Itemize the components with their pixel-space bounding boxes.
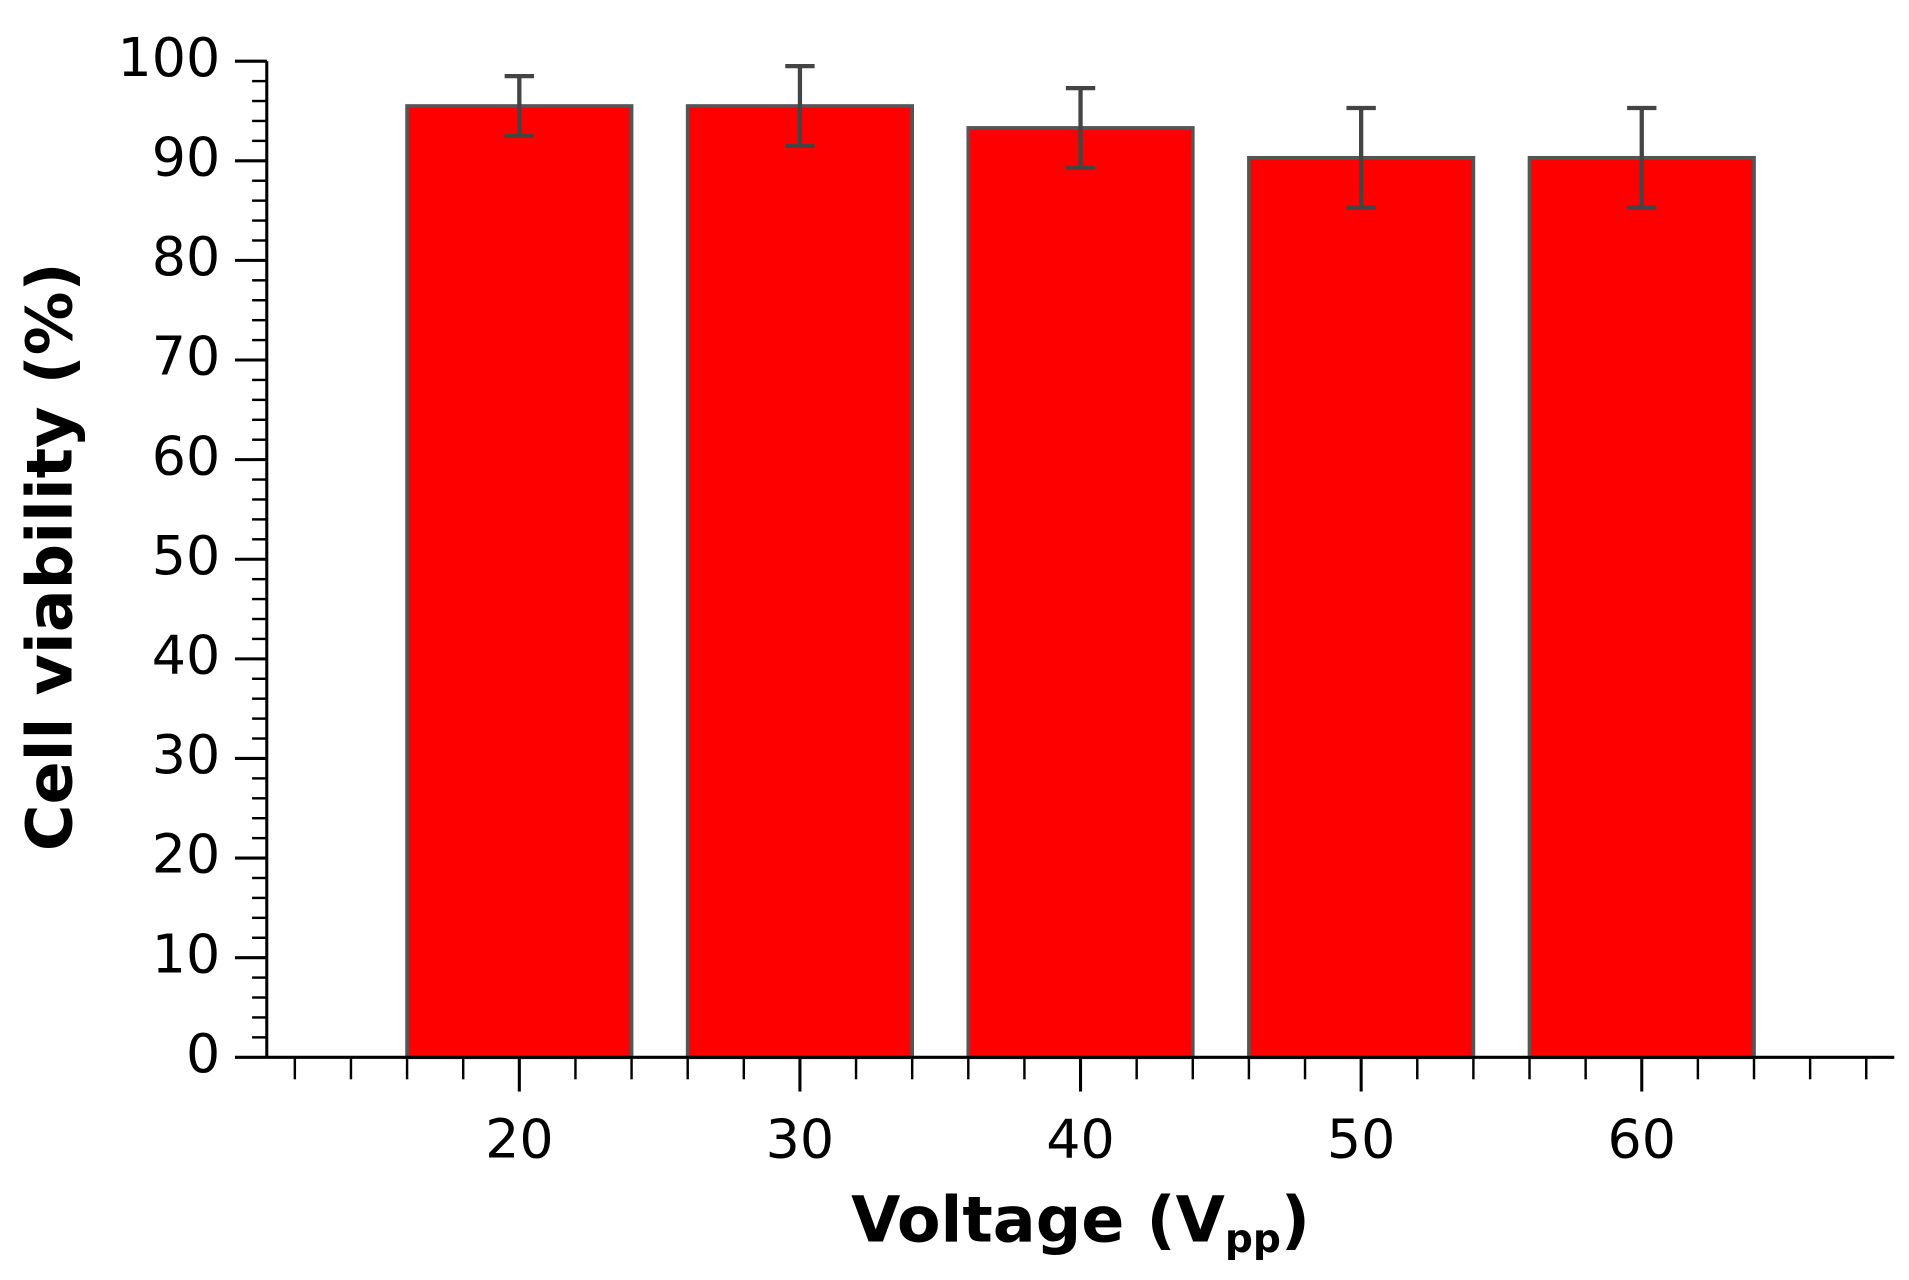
y-tick-label: 90: [152, 125, 220, 188]
y-tick-label: 80: [152, 225, 220, 288]
x-tick-label: 50: [1327, 1108, 1396, 1171]
y-tick-label: 10: [152, 922, 220, 985]
y-tick-label: 20: [152, 823, 220, 886]
y-tick-label: 40: [152, 623, 220, 686]
bar: [685, 104, 915, 1060]
bar: [966, 126, 1195, 1060]
x-tick-label: 30: [766, 1108, 835, 1171]
y-tick-label: 30: [152, 723, 220, 786]
bar: [405, 104, 634, 1060]
x-tick-label: 60: [1608, 1108, 1677, 1171]
y-tick-label: 60: [152, 424, 220, 487]
y-axis-label: Cell viability (%): [13, 262, 87, 851]
y-tick-label: 50: [152, 524, 220, 587]
bar: [1527, 155, 1756, 1060]
x-axis-label-sub: pp: [1225, 1216, 1281, 1261]
x-axis-label: Voltage (Vpp): [851, 1183, 1310, 1261]
y-tick-label: 100: [118, 26, 221, 89]
x-tick-label: 20: [485, 1108, 554, 1171]
bar: [1247, 155, 1476, 1060]
y-tick-label: 70: [152, 325, 220, 388]
x-axis-label-main: Voltage (V: [851, 1183, 1225, 1257]
y-tick-label: 0: [186, 1022, 220, 1085]
x-axis-label-end: ): [1281, 1183, 1310, 1257]
x-tick-label: 40: [1046, 1108, 1115, 1171]
